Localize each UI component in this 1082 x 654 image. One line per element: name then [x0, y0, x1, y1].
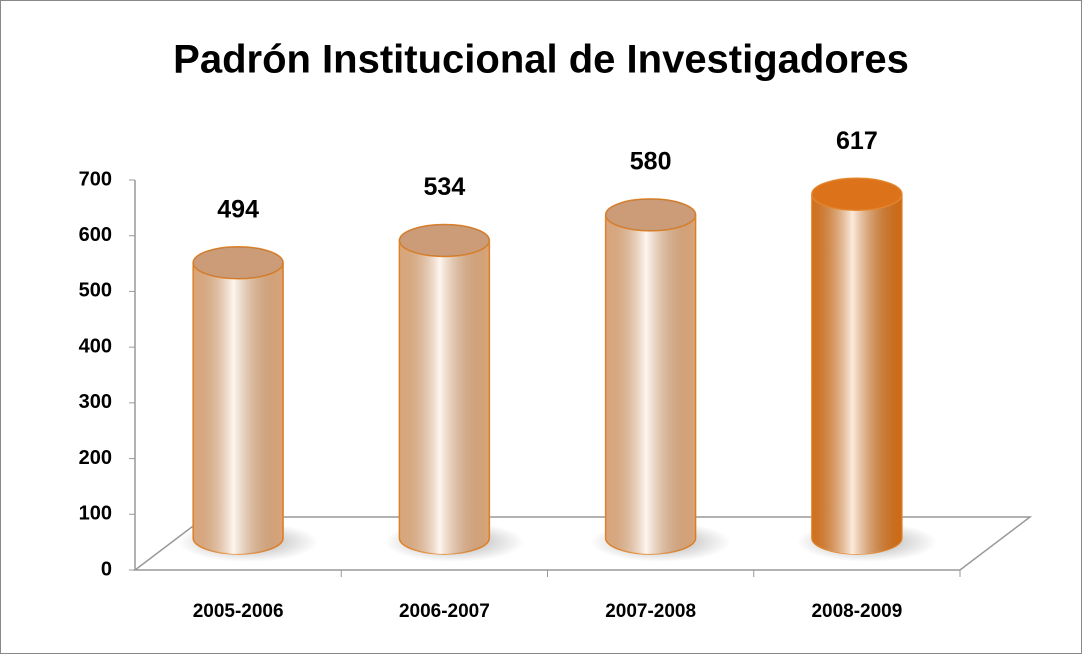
- x-tick-label: 2005-2006: [193, 601, 284, 622]
- y-tick-label: 100: [79, 503, 112, 525]
- bar-shine: [399, 240, 490, 554]
- bar-top-shade: [605, 198, 696, 231]
- bar-shine: [605, 214, 696, 554]
- y-tick-label: 400: [79, 335, 112, 357]
- y-tick-label: 300: [79, 391, 112, 413]
- data-label: 617: [836, 127, 878, 155]
- y-tick-label: 200: [79, 447, 112, 469]
- data-label: 534: [424, 173, 466, 201]
- x-tick-label: 2006-2007: [399, 601, 490, 622]
- y-tick-label: 600: [79, 224, 112, 246]
- data-label: 494: [217, 195, 259, 223]
- bar-top-shade: [811, 178, 902, 211]
- bar-top: [811, 177, 903, 211]
- bar-top: [604, 198, 697, 232]
- bar-shine: [811, 194, 902, 554]
- bar-top: [192, 246, 284, 280]
- chart-title: Padrón Institucional de Investigadores: [173, 38, 909, 82]
- bar-top-shade: [399, 224, 490, 257]
- floor: [132, 516, 1033, 571]
- data-label: 580: [630, 147, 672, 175]
- x-tick-label: 2007-2008: [605, 601, 696, 622]
- y-tick-label: 700: [79, 168, 112, 190]
- bar-shine: [193, 262, 284, 554]
- y-tick-label: 0: [101, 558, 112, 580]
- bar-top-shade: [193, 246, 284, 279]
- x-tick-label: 2008-2009: [811, 601, 902, 622]
- y-tick-label: 500: [79, 280, 112, 302]
- bar-top: [398, 223, 491, 258]
